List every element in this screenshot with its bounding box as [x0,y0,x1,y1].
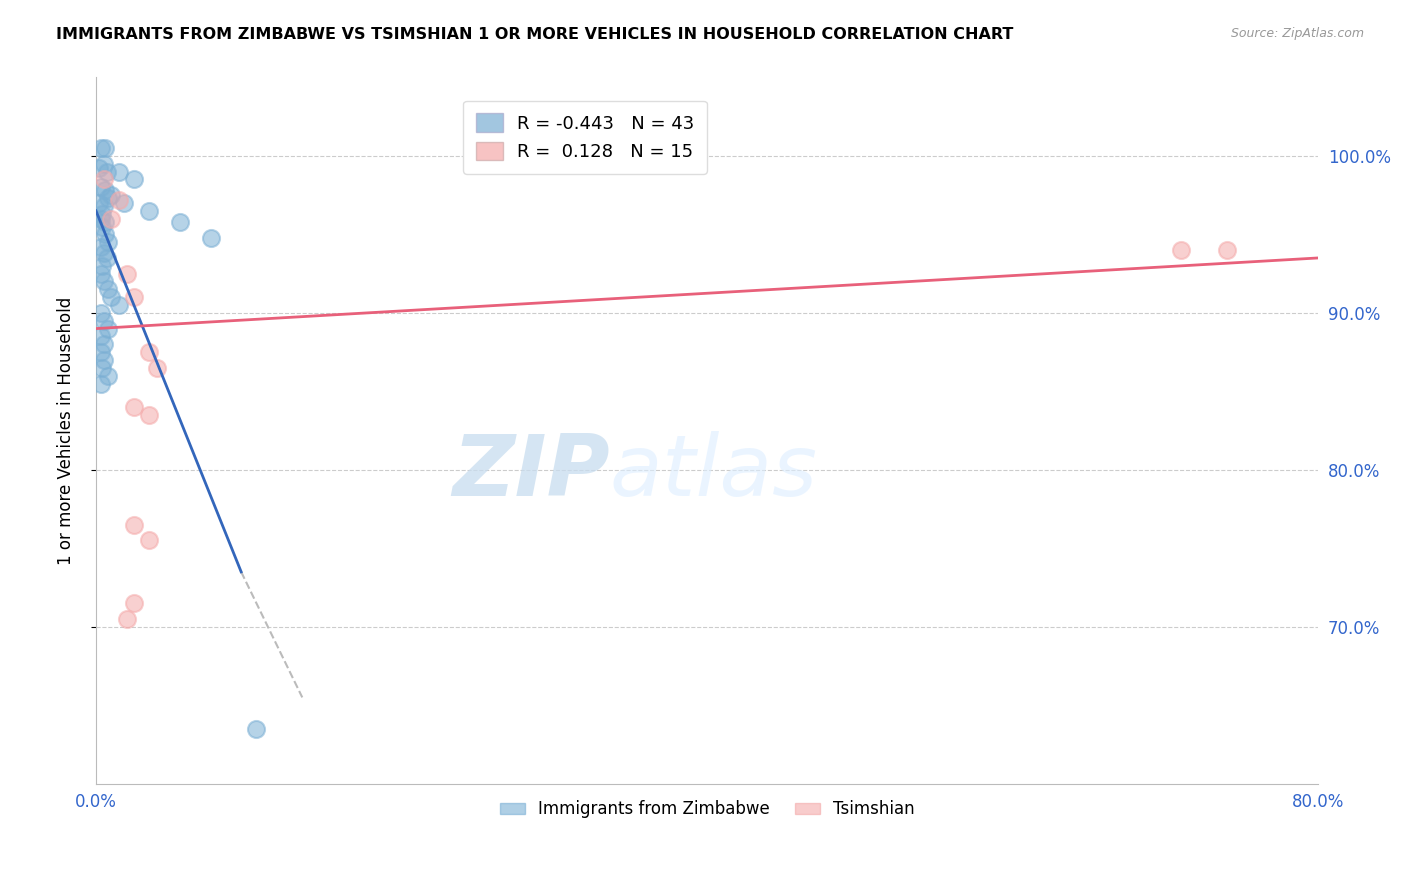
Point [122,290,145,304]
Point [91,219,114,234]
Point [97,235,120,250]
Point [115,612,138,626]
Point [93,172,115,186]
Point [1215,243,1237,257]
Point [91,207,114,221]
Point [169,215,191,229]
Point [138,408,160,422]
Point [91,360,114,375]
Point [122,517,145,532]
Point [90,376,112,391]
Text: Source: ZipAtlas.com: Source: ZipAtlas.com [1230,27,1364,40]
Point [90,329,112,343]
Point [93,246,115,260]
Y-axis label: 1 or more Vehicles in Household: 1 or more Vehicles in Household [58,296,75,565]
Point [94,141,117,155]
Point [115,267,138,281]
Point [87,161,110,176]
Point [97,368,120,383]
Point [97,321,120,335]
Point [96,251,118,265]
Point [93,275,115,289]
Text: IMMIGRANTS FROM ZIMBABWE VS TSIMSHIAN 1 OR MORE VEHICLES IN HOUSEHOLD CORRELATIO: IMMIGRANTS FROM ZIMBABWE VS TSIMSHIAN 1 … [56,27,1014,42]
Point [93,314,115,328]
Point [93,353,115,368]
Point [90,345,112,359]
Text: ZIP: ZIP [451,432,609,515]
Point [138,203,160,218]
Point [94,215,117,229]
Point [112,196,135,211]
Point [93,199,115,213]
Point [200,230,222,244]
Point [94,227,117,242]
Point [1170,243,1192,257]
Point [93,337,115,351]
Point [138,345,160,359]
Point [122,596,145,610]
Point [90,240,112,254]
Point [108,193,131,207]
Point [90,211,112,226]
Point [90,180,112,194]
Point [245,722,267,736]
Point [122,172,145,186]
Point [94,184,117,198]
Point [90,267,112,281]
Point [100,211,122,226]
Point [90,306,112,320]
Point [100,290,122,304]
Text: atlas: atlas [609,432,817,515]
Point [87,196,110,211]
Point [108,298,131,312]
Legend: Immigrants from Zimbabwe, Tsimshian: Immigrants from Zimbabwe, Tsimshian [494,794,921,825]
Point [146,360,169,375]
Point [122,400,145,414]
Point [108,164,131,178]
Point [96,164,118,178]
Point [138,533,160,548]
Point [90,141,112,155]
Point [100,188,122,202]
Point [91,259,114,273]
Point [97,191,120,205]
Point [93,157,115,171]
Point [97,282,120,296]
